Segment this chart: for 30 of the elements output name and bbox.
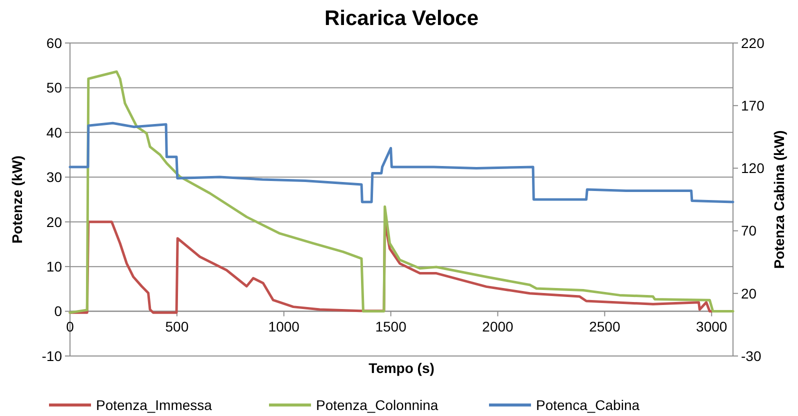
x-tick-label: 500 (165, 318, 189, 334)
line-series (68, 70, 734, 314)
y2-tick-label: 120 (741, 160, 765, 176)
y-tick-label: 20 (46, 214, 62, 230)
y2-tick-label: 170 (741, 98, 765, 114)
y-tick-label: -10 (42, 348, 62, 364)
legend-label: Potenza_Immessa (96, 396, 212, 413)
y2-tick-label: 20 (741, 285, 757, 302)
x-tick-label: 1500 (375, 318, 407, 334)
y-tick-label: 60 (46, 34, 62, 51)
x-tick-label: 2000 (482, 318, 514, 334)
x-tick-label: 0 (66, 318, 74, 334)
y2-tick-label: 70 (741, 222, 757, 239)
x-tick-label: 2500 (589, 318, 620, 334)
y-tick-label: 40 (46, 124, 62, 140)
x-axis-title: Tempo (s) (368, 360, 434, 376)
y2-tick-label: -30 (741, 348, 762, 364)
y-axis-title: Potenze (kW) (9, 156, 25, 244)
y-tick-label: 10 (46, 258, 62, 274)
y-tick-label: 0 (54, 303, 62, 320)
x-tick-label: 1000 (268, 318, 300, 334)
y-tick-label: 30 (46, 169, 62, 186)
chart-title: Ricarica Veloce (324, 7, 479, 30)
line-series (68, 122, 734, 204)
x-tick-label: 3000 (696, 318, 728, 334)
legend-label: Potenca_Cabina (536, 396, 640, 413)
legend-label: Potenza_Colonnina (316, 396, 438, 413)
y2-axis-title: Potenza Cabina (kW) (771, 130, 787, 269)
y-tick-label: 50 (46, 80, 62, 96)
y2-tick-label: 220 (741, 34, 765, 51)
